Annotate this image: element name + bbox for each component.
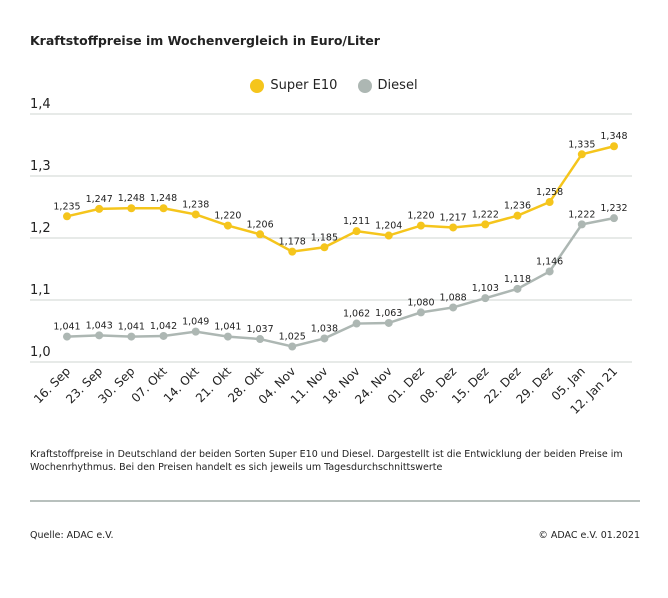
data-point bbox=[416, 308, 425, 317]
data-point bbox=[95, 204, 104, 213]
data-label: 1,236 bbox=[504, 201, 531, 212]
data-point bbox=[320, 334, 329, 343]
data-point bbox=[256, 230, 265, 239]
data-point bbox=[416, 221, 425, 230]
data-point bbox=[127, 332, 136, 341]
y-tick-label: 1,2 bbox=[30, 221, 51, 236]
data-point bbox=[481, 220, 490, 229]
data-label: 1,222 bbox=[568, 209, 595, 220]
data-label: 1,103 bbox=[472, 283, 499, 294]
data-point bbox=[352, 227, 361, 236]
data-point bbox=[545, 267, 554, 276]
data-point bbox=[127, 204, 136, 213]
data-label: 1,118 bbox=[504, 274, 531, 285]
source: Quelle: ADAC e.V. bbox=[30, 530, 114, 541]
chart-note: Kraftstoffpreise in Deutschland der beid… bbox=[30, 449, 623, 473]
data-point bbox=[352, 319, 361, 328]
data-point bbox=[288, 342, 297, 351]
data-label: 1,206 bbox=[246, 219, 273, 230]
data-label: 1,037 bbox=[246, 324, 273, 335]
data-point bbox=[63, 212, 71, 221]
data-point bbox=[449, 303, 458, 312]
legend-item-super-e10: Super E10 bbox=[250, 78, 337, 93]
data-point bbox=[610, 214, 618, 223]
series-line-diesel bbox=[66, 216, 615, 348]
data-label: 1,235 bbox=[53, 201, 80, 212]
data-point bbox=[320, 243, 329, 252]
data-label: 1,178 bbox=[279, 237, 306, 248]
series-line-super-e10 bbox=[66, 145, 615, 253]
data-label: 1,038 bbox=[311, 323, 338, 334]
legend-marker-icon bbox=[357, 78, 372, 93]
data-point bbox=[63, 332, 71, 341]
legend-label: Diesel bbox=[377, 78, 418, 93]
data-point bbox=[223, 332, 232, 341]
y-tick-label: 1,1 bbox=[30, 283, 51, 298]
divider bbox=[30, 500, 640, 502]
data-label: 1,258 bbox=[536, 187, 563, 198]
data-label: 1,041 bbox=[53, 322, 80, 333]
data-label: 1,222 bbox=[472, 209, 499, 220]
data-label: 1,204 bbox=[375, 221, 402, 232]
data-label: 1,348 bbox=[600, 131, 627, 142]
data-point bbox=[256, 335, 265, 344]
data-label: 1,041 bbox=[118, 322, 145, 333]
data-label: 1,211 bbox=[343, 216, 370, 227]
data-label: 1,063 bbox=[375, 308, 402, 319]
data-label: 1,335 bbox=[568, 139, 595, 150]
data-label: 1,025 bbox=[279, 332, 306, 343]
data-point bbox=[610, 142, 618, 151]
data-label: 1,232 bbox=[600, 203, 627, 214]
data-label: 1,220 bbox=[407, 211, 434, 222]
data-point bbox=[481, 294, 490, 303]
data-label: 1,146 bbox=[536, 256, 563, 267]
data-label: 1,041 bbox=[214, 322, 241, 333]
chart-title: Kraftstoffpreise im Wochenvergleich in E… bbox=[30, 33, 380, 48]
data-point bbox=[384, 318, 393, 327]
data-point bbox=[223, 221, 232, 230]
data-label: 1,247 bbox=[86, 194, 113, 205]
data-point bbox=[577, 220, 586, 229]
data-label: 1,185 bbox=[311, 232, 338, 243]
data-point bbox=[191, 210, 200, 219]
data-point bbox=[95, 331, 104, 340]
data-point bbox=[159, 331, 168, 340]
data-label: 1,049 bbox=[182, 317, 209, 328]
legend: Super E10 Diesel bbox=[0, 78, 668, 97]
data-point bbox=[577, 150, 586, 159]
data-point bbox=[159, 204, 168, 213]
data-label: 1,043 bbox=[86, 320, 113, 331]
data-point bbox=[384, 231, 393, 240]
data-label: 1,088 bbox=[440, 292, 467, 303]
data-point bbox=[288, 247, 297, 256]
data-point bbox=[191, 327, 200, 336]
data-label: 1,238 bbox=[182, 199, 209, 210]
legend-marker-icon bbox=[250, 78, 265, 93]
data-label: 1,062 bbox=[343, 309, 370, 320]
data-point bbox=[449, 223, 458, 232]
y-tick-label: 1,4 bbox=[30, 97, 51, 112]
legend-label: Super E10 bbox=[270, 78, 338, 93]
data-label: 1,080 bbox=[407, 297, 434, 308]
y-tick-label: 1,3 bbox=[30, 159, 51, 174]
data-point bbox=[513, 284, 522, 293]
data-label: 1,248 bbox=[150, 193, 177, 204]
data-label: 1,248 bbox=[118, 193, 145, 204]
data-label: 1,220 bbox=[214, 211, 241, 222]
legend-item-diesel: Diesel bbox=[357, 78, 418, 93]
data-point bbox=[545, 198, 554, 207]
y-tick-label: 1,0 bbox=[30, 345, 51, 360]
data-label: 1,217 bbox=[440, 212, 467, 223]
data-label: 1,042 bbox=[150, 321, 177, 332]
data-point bbox=[513, 211, 522, 220]
copyright: © ADAC e.V. 01.2021 bbox=[538, 530, 640, 541]
